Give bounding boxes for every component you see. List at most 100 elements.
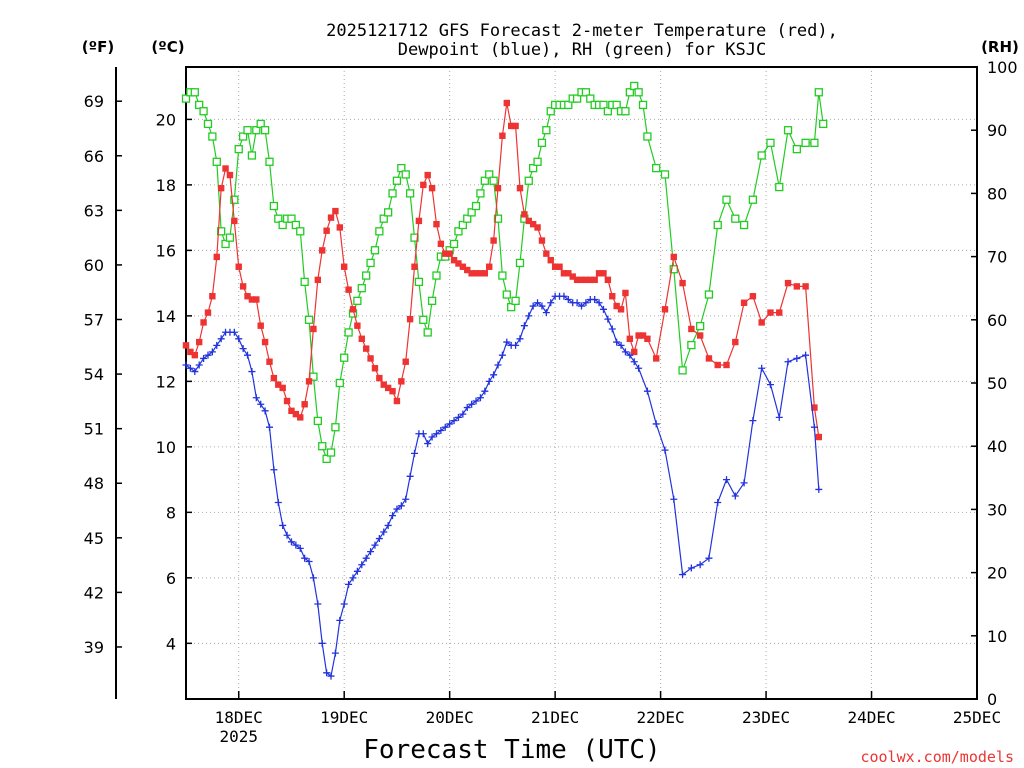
- dewpoint-point: [428, 433, 436, 441]
- dewpoint-point: [279, 521, 287, 529]
- fahrenheit-tick-label: 54: [84, 365, 104, 384]
- temperature-point: [455, 260, 462, 267]
- rh-point: [502, 290, 511, 299]
- rh-point: [696, 321, 705, 331]
- temperature-point: [200, 319, 207, 326]
- temperature-point: [512, 122, 519, 130]
- rh-point: [181, 94, 191, 103]
- dewpoint-point: [252, 394, 260, 402]
- celsius-tick-label: 20: [156, 110, 176, 129]
- dewpoint-point: [652, 420, 660, 428]
- dewpoint-point: [375, 535, 383, 543]
- dewpoint-point: [696, 561, 704, 569]
- temperature-point: [591, 276, 598, 284]
- rh-point: [353, 296, 362, 305]
- temperature-point: [437, 240, 445, 248]
- temperature-point: [595, 270, 603, 277]
- dewpoint-point: [608, 325, 616, 333]
- rh-point: [630, 81, 639, 91]
- dewpoint-point: [186, 364, 194, 372]
- rh-point: [458, 220, 468, 230]
- dewpoint-point: [534, 299, 542, 307]
- temperature-point: [565, 270, 572, 277]
- rh-point: [397, 163, 406, 173]
- rh-point: [449, 239, 459, 249]
- rh-point: [300, 277, 309, 287]
- temperature-point: [679, 279, 686, 287]
- temperature-point: [525, 217, 532, 225]
- rh-point: [454, 227, 463, 236]
- dewpoint-point: [630, 358, 638, 366]
- rh-point: [265, 157, 274, 166]
- rh-point: [581, 88, 591, 97]
- dewpoint-point: [358, 561, 366, 569]
- rh-point: [423, 328, 432, 337]
- temperature-point: [415, 217, 423, 225]
- dewpoint-point: [274, 499, 282, 507]
- temperature-point: [644, 335, 651, 342]
- rh-point: [722, 195, 731, 204]
- rh-point: [199, 107, 208, 116]
- dewpoint-point: [191, 368, 199, 376]
- rh-point: [252, 126, 261, 135]
- temperature-point: [582, 276, 590, 284]
- celsius-tick-label: 14: [156, 307, 176, 326]
- dewpoint-point: [200, 354, 208, 362]
- dewpoint-point: [204, 351, 212, 359]
- rh-point: [498, 271, 507, 280]
- rh-point: [335, 378, 344, 388]
- dewpoint-point: [749, 417, 757, 425]
- rh-point: [564, 100, 573, 110]
- rh-point: [704, 290, 714, 299]
- rh-point: [340, 353, 349, 362]
- rh-point: [660, 170, 670, 179]
- temperature-point: [248, 296, 256, 303]
- rh-point: [471, 201, 481, 211]
- rh-point: [625, 88, 634, 97]
- rh-point: [287, 214, 296, 223]
- temperature-point: [433, 220, 440, 228]
- dewpoint-point: [261, 407, 269, 415]
- dewpoint-point: [213, 341, 221, 349]
- rh-point: [414, 277, 424, 287]
- rh-point: [652, 163, 661, 173]
- rh-point: [234, 145, 243, 154]
- temperature-point: [213, 253, 220, 261]
- temperature-point: [398, 378, 405, 385]
- rh-tick-label: 0: [987, 690, 997, 709]
- rh-point: [238, 132, 248, 141]
- temperature-point: [740, 299, 748, 306]
- temperature-point: [217, 184, 225, 192]
- rh-point: [748, 195, 758, 204]
- x-axis-title: Forecast Time (UTC): [363, 735, 660, 765]
- rh-point: [203, 119, 213, 129]
- rh-tick-label: 50: [987, 374, 1007, 393]
- dewpoint-point: [643, 387, 651, 395]
- dewpoint-point: [454, 413, 462, 421]
- dewpoint-point: [758, 364, 766, 372]
- rh-point: [296, 227, 305, 236]
- dewpoint-point: [784, 358, 792, 366]
- fahrenheit-tick-label: 66: [84, 147, 104, 166]
- temperature-point: [639, 332, 647, 339]
- rh-point: [322, 454, 331, 463]
- temperature-point: [468, 270, 475, 277]
- dewpoint-point: [670, 495, 678, 503]
- rh-point: [612, 100, 621, 110]
- temperature-point: [204, 309, 212, 316]
- x-tick-label: 23DEC: [742, 708, 790, 727]
- temperature-point: [613, 302, 620, 310]
- dewpoint-point: [520, 322, 528, 330]
- dewpoint-point: [362, 554, 370, 562]
- dewpoint-point: [621, 348, 629, 356]
- rh-point: [366, 258, 375, 268]
- rh-point: [217, 227, 226, 236]
- temperature-point: [529, 220, 537, 228]
- dewpoint-point: [595, 299, 603, 307]
- temperature-point: [235, 263, 242, 270]
- rh-point: [467, 208, 476, 217]
- rh-point: [401, 170, 410, 179]
- dewpoint-point: [525, 312, 533, 320]
- plot-frame: [185, 66, 978, 700]
- rh-point: [638, 100, 648, 110]
